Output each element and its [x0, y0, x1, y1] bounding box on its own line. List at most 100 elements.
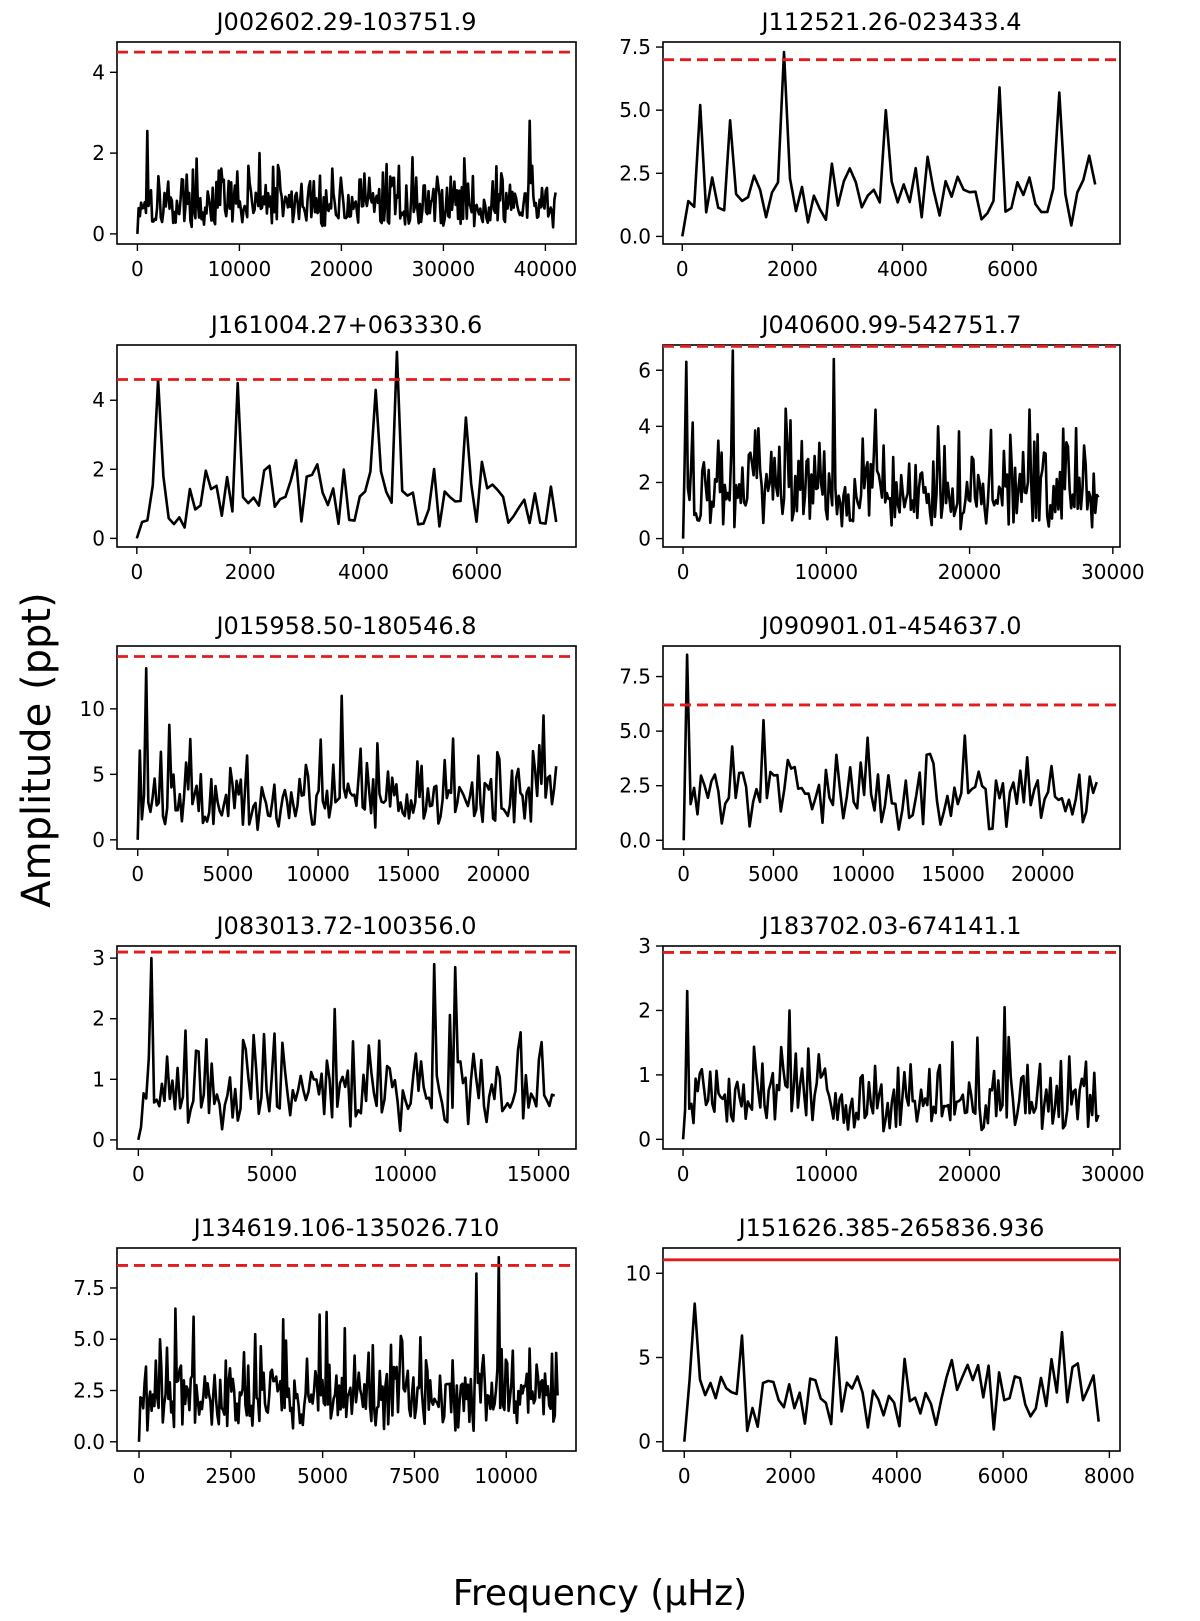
x-tick-label: 2500 — [205, 1464, 256, 1488]
x-tick-label: 5000 — [748, 862, 799, 886]
x-tick-label: 2000 — [225, 560, 276, 584]
x-tick-label: 10000 — [831, 862, 895, 886]
x-tick-label: 30000 — [412, 257, 476, 281]
y-tick-label: 0 — [92, 1128, 105, 1152]
chart-panel-10: J151626.385-265836.936 0 2000 4000 6000 8000 0… — [626, 1214, 1135, 1488]
y-tick-label: 6 — [638, 358, 651, 382]
y-tick-label: 0 — [638, 1127, 651, 1151]
x-tick-label: 40000 — [514, 257, 578, 281]
chart-panel-3: J161004.27+063330.6 0 2000 4000 6000 0 2 4 — [92, 311, 577, 584]
y-tick-label: 5.0 — [619, 98, 651, 122]
x-tick-label: 15000 — [921, 862, 985, 886]
y-tick-label: 5.0 — [73, 1327, 105, 1351]
x-tick-label: 10000 — [795, 560, 859, 584]
x-tick-label: 15000 — [507, 1162, 571, 1186]
spectrum-line — [136, 119, 557, 234]
chart-title: J151626.385-265836.936 — [737, 1214, 1045, 1242]
chart-panel-9: J134619.106-135026.710 0 2500 5000 7500 10000… — [73, 1214, 577, 1488]
x-tick-label: 10000 — [286, 862, 350, 886]
x-tick-label: 10000 — [373, 1162, 437, 1186]
y-tick-label: 7.5 — [73, 1276, 105, 1300]
y-tick-label: 0.0 — [73, 1430, 105, 1454]
spectrum-line — [136, 667, 558, 840]
x-tick-label: 0 — [677, 1162, 690, 1186]
x-tick-label: 8000 — [1084, 1464, 1135, 1488]
x-tick-label: 0 — [678, 1464, 691, 1488]
x-tick-label: 0 — [131, 862, 144, 886]
chart-panel-5: J015958.50-180546.8 0 5000 10000 15000 20000 0… — [80, 612, 577, 886]
spectrum-line — [681, 50, 1097, 237]
chart-title: J112521.26-023433.4 — [759, 8, 1021, 36]
spectrum-line — [681, 349, 1100, 539]
y-tick-label: 10 — [80, 697, 105, 721]
figure-ylabel: Amplitude (ppt) — [14, 592, 60, 907]
chart-title: J161004.27+063330.6 — [209, 311, 483, 339]
spectrum-line — [683, 1302, 1100, 1442]
y-tick-label: 4 — [638, 414, 651, 438]
y-tick-label: 2 — [92, 1007, 105, 1031]
x-tick-label: 30000 — [1081, 560, 1145, 584]
x-tick-label: 5000 — [297, 1464, 348, 1488]
y-tick-label: 2 — [92, 141, 105, 165]
y-tick-label: 0 — [92, 222, 105, 246]
plot-frame — [662, 645, 1121, 850]
x-tick-label: 10000 — [208, 257, 272, 281]
y-tick-label: 5.0 — [619, 719, 651, 743]
plot-frame — [662, 945, 1121, 1150]
y-tick-label: 2.5 — [619, 161, 651, 185]
plot-frame — [662, 344, 1121, 548]
plot-frame — [116, 41, 577, 245]
chart-title: J083013.72-100356.0 — [214, 912, 476, 940]
y-tick-label: 4 — [92, 388, 105, 412]
x-tick-label: 4000 — [871, 1464, 922, 1488]
chart-panel-8: J183702.03-674141.1 0 10000 20000 30000 0 1 2 3 — [638, 912, 1144, 1186]
chart-panel-2: J112521.26-023433.4 0 2000 4000 6000 0.0 2.5 5.… — [619, 8, 1121, 281]
x-tick-label: 7500 — [389, 1464, 440, 1488]
x-tick-label: 0 — [676, 257, 689, 281]
x-tick-label: 0 — [132, 1162, 145, 1186]
spectrum-line — [137, 1255, 559, 1442]
x-tick-label: 6000 — [978, 1464, 1029, 1488]
plot-frame — [116, 344, 577, 548]
y-tick-label: 3 — [92, 946, 105, 970]
figure-xlabel: Frequency (μHz) — [453, 1573, 747, 1614]
x-tick-label: 4000 — [338, 560, 389, 584]
y-tick-label: 0 — [92, 828, 105, 852]
spectrum-line — [681, 989, 1100, 1140]
y-tick-label: 4 — [92, 60, 105, 84]
plot-frame — [116, 1247, 577, 1452]
x-tick-label: 15000 — [376, 862, 440, 886]
x-tick-label: 2000 — [765, 1464, 816, 1488]
chart-title: J090901.01-454637.0 — [759, 612, 1021, 640]
spectrum-line — [135, 350, 558, 539]
y-tick-label: 2 — [638, 470, 651, 494]
plot-frame — [662, 41, 1121, 245]
x-tick-label: 2000 — [767, 257, 818, 281]
y-tick-label: 2.5 — [73, 1379, 105, 1403]
y-tick-label: 0 — [638, 527, 651, 551]
chart-title: J040600.99-542751.7 — [759, 311, 1021, 339]
y-tick-label: 0.0 — [619, 828, 651, 852]
chart-panel-6: J090901.01-454637.0 0 5000 10000 15000 20000 0… — [619, 612, 1121, 886]
y-tick-label: 2.5 — [619, 774, 651, 798]
chart-title: J134619.106-135026.710 — [192, 1214, 500, 1242]
y-tick-label: 1 — [638, 1063, 651, 1087]
x-tick-label: 20000 — [938, 1162, 1002, 1186]
y-tick-label: 2 — [92, 457, 105, 481]
y-tick-label: 5 — [638, 1346, 651, 1370]
chart-title: J002602.29-103751.9 — [214, 8, 476, 36]
y-tick-label: 0 — [92, 526, 105, 550]
x-tick-label: 0 — [131, 257, 144, 281]
x-tick-label: 6000 — [451, 560, 502, 584]
spectrum-line — [682, 653, 1098, 841]
y-tick-label: 0 — [638, 1430, 651, 1454]
chart-title: J183702.03-674141.1 — [759, 912, 1021, 940]
x-tick-label: 20000 — [938, 560, 1002, 584]
y-tick-label: 3 — [638, 934, 651, 958]
y-tick-label: 10 — [626, 1261, 651, 1285]
x-tick-label: 4000 — [877, 257, 928, 281]
plot-frame — [116, 645, 577, 850]
x-tick-label: 0 — [677, 862, 690, 886]
y-tick-label: 7.5 — [619, 665, 651, 689]
spectrum-line — [137, 956, 556, 1141]
